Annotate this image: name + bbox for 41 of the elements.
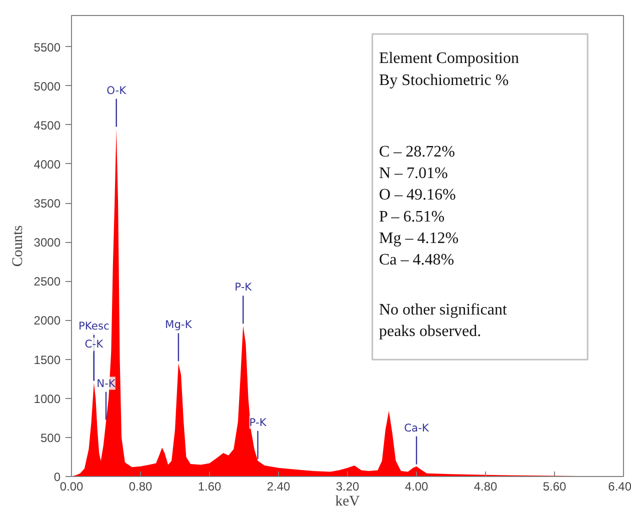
x-tick-label: 4.80: [474, 480, 498, 494]
annotation: P – 6.51%: [378, 208, 445, 226]
annotation: No other significant: [378, 301, 508, 318]
annotation: C – 28.72%: [378, 143, 455, 160]
annotation: O – 49.16%: [378, 186, 456, 204]
annotation: C-K: [84, 338, 104, 351]
x-tick-label: 6.40: [608, 480, 631, 494]
y-tick-label: 500: [40, 430, 61, 445]
annotation: N-K: [96, 376, 116, 390]
y-tick-label: 2000: [34, 314, 61, 328]
y-tick-label: 3000: [34, 236, 61, 250]
y-tick-label: 4500: [34, 118, 61, 132]
annotation: Element Composition: [378, 50, 519, 68]
x-tick-label: 1.60: [198, 480, 222, 494]
x-tick-label: 4.00: [404, 480, 429, 494]
y-tick-label: 5500: [34, 40, 61, 54]
x-tick-label: 3.20: [336, 480, 360, 494]
annotation: Ca – 4.48%: [378, 252, 454, 269]
annotation: Ca-K: [404, 421, 430, 434]
x-tick-label: 0.80: [128, 480, 153, 494]
y-tick-label: 0: [54, 470, 61, 484]
y-tick-label: 3500: [34, 196, 61, 211]
y-tick-label: 4000: [34, 157, 61, 172]
y-tick-label: 2500: [34, 274, 61, 289]
annotation: O-K: [106, 84, 128, 97]
y-tick-label: 5000: [34, 79, 61, 94]
annotation: N – 7.01%: [378, 164, 448, 182]
annotation: peaks observed.: [378, 323, 482, 340]
annotation: PKesc: [78, 320, 110, 333]
x-tick-label: 5.60: [542, 480, 567, 494]
annotation: Mg – 4.12%: [378, 230, 459, 247]
y-tick-label: 1500: [34, 352, 61, 367]
y-tick-label: 1000: [34, 392, 61, 406]
annotation: P-K: [234, 280, 253, 294]
annotation: P-K: [249, 416, 268, 429]
annotation: Mg-K: [165, 318, 193, 332]
y-axis-title: Counts: [10, 224, 26, 267]
x-axis-title: keV: [335, 494, 360, 510]
annotation: By Stochiometric %: [378, 72, 509, 89]
x-tick-label: 0.00: [60, 480, 84, 494]
x-tick-label: 2.40: [266, 480, 291, 494]
